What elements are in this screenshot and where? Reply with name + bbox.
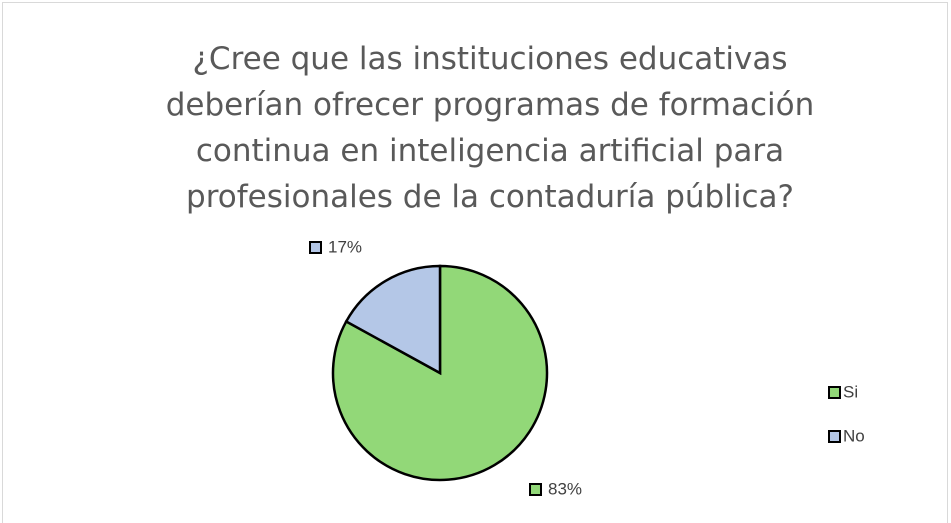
- label-key: [309, 241, 322, 254]
- legend-label: No: [843, 426, 865, 445]
- legend-key: [828, 430, 841, 443]
- data-label: 17%: [328, 237, 362, 256]
- label-key: [529, 483, 542, 496]
- data-label: 83%: [548, 479, 582, 498]
- pie-slice: [344, 264, 442, 376]
- title-box: ¿Cree que las instituciones educativas d…: [165, 41, 815, 215]
- legend-label: Si: [843, 382, 858, 401]
- legend-key: [828, 386, 841, 399]
- chart-title: ¿Cree que las instituciones educativas d…: [165, 41, 815, 215]
